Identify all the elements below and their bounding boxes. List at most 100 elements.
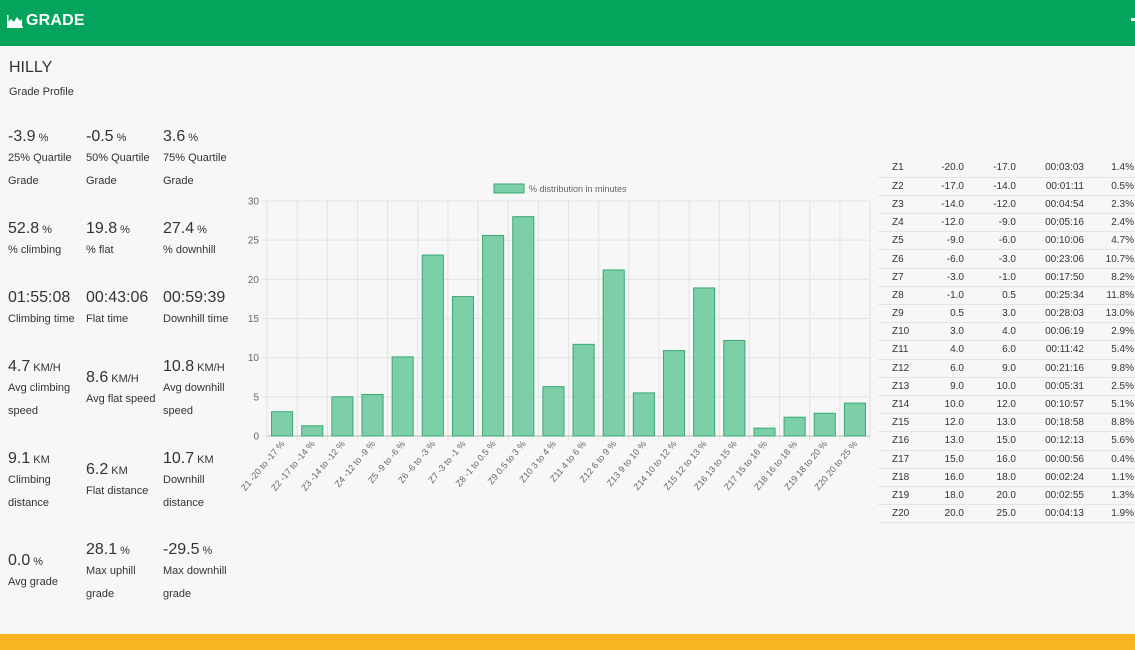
zone-time: 00:11:42 (1016, 340, 1084, 360)
stat-flat-time: 00:43:06 Flat time (86, 289, 166, 331)
zone-max-grade: 4.0 (964, 322, 1016, 342)
stat-value: 6.2 (86, 461, 109, 478)
zone-time: 00:12:13 (1016, 431, 1084, 451)
stat-value: -3.9 (8, 128, 36, 145)
zone-name: Z9 (878, 304, 924, 324)
stat-q25-grade: -3.9% 25% Quartile Grade (8, 128, 88, 192)
table-row: Z10 3.0 4.0 00:06:19 2.9% (878, 322, 1135, 342)
zone-time: 00:28:03 (1016, 304, 1084, 324)
table-row: Z8 -1.0 0.5 00:25:34 11.8% (878, 286, 1135, 306)
app-footer (0, 634, 1135, 650)
bar-2 (301, 425, 324, 437)
zone-min-grade: 4.0 (924, 340, 964, 360)
bar-5 (391, 356, 414, 437)
zone-max-grade: 0.5 (964, 286, 1016, 306)
zone-name: Z18 (878, 468, 924, 487)
zone-name: Z19 (878, 486, 924, 506)
bar-15 (693, 287, 716, 437)
zone-max-grade: 6.0 (964, 340, 1016, 360)
zone-percent: 0.5% (1084, 177, 1135, 196)
zone-percent: 10.7% (1084, 249, 1135, 269)
zone-percent: 4.7% (1084, 231, 1135, 251)
zone-max-grade: 3.0 (964, 304, 1016, 324)
stat-label: % flat (86, 244, 114, 256)
zone-time: 00:05:16 (1016, 213, 1084, 233)
legend-label: % distribution in minutes (529, 184, 627, 194)
zone-time: 00:10:06 (1016, 231, 1084, 251)
zone-time: 00:23:06 (1016, 249, 1084, 269)
bar-8 (482, 234, 505, 437)
stat-label: % climbing (8, 244, 62, 256)
zone-time: 00:00:56 (1016, 450, 1084, 469)
bar-20 (843, 402, 866, 437)
stat-unit: % (42, 224, 52, 236)
stat-label: Max uphill grade (86, 565, 136, 600)
stat-label: Max downhill grade (163, 565, 227, 600)
zone-max-grade: 9.0 (964, 359, 1016, 378)
zone-time: 00:06:19 (1016, 322, 1084, 342)
bar-12 (602, 269, 625, 437)
menu-toggle-icon[interactable] (1131, 18, 1135, 21)
stat-value: 4.7 (8, 358, 31, 375)
stat-value: -29.5 (163, 541, 200, 558)
zone-percent: 9.8% (1084, 359, 1135, 378)
zone-time: 00:02:55 (1016, 486, 1084, 506)
table-row: Z12 6.0 9.0 00:21:16 9.8% (878, 359, 1135, 378)
zone-name: Z1 (878, 159, 924, 178)
zone-name: Z8 (878, 286, 924, 306)
zone-name: Z14 (878, 395, 924, 415)
stat-unit: KM (33, 454, 50, 466)
zone-percent: 2.9% (1084, 322, 1135, 342)
stat-label: Avg flat speed (86, 393, 156, 405)
zone-time: 00:01:11 (1016, 177, 1084, 196)
zone-max-grade: 25.0 (964, 504, 1016, 524)
table-row: Z16 13.0 15.0 00:12:13 5.6% (878, 431, 1135, 451)
stat-max-uphill-grade: 28.1% Max uphill grade (86, 541, 166, 605)
bar-13 (632, 392, 655, 437)
stat-value: 52.8 (8, 220, 40, 237)
zone-name: Z2 (878, 177, 924, 196)
bar-1 (271, 411, 294, 437)
zone-min-grade: 12.0 (924, 413, 964, 433)
zone-max-grade: -3.0 (964, 249, 1016, 269)
table-row: Z17 15.0 16.0 00:00:56 0.4% (878, 450, 1135, 469)
zone-percent: 13.0% (1084, 304, 1135, 324)
stat-value: 00:43:06 (86, 289, 149, 306)
zone-max-grade: 18.0 (964, 468, 1016, 487)
zone-max-grade: 12.0 (964, 395, 1016, 415)
zone-max-grade: -12.0 (964, 195, 1016, 215)
bar-9 (512, 216, 535, 437)
zone-name: Z7 (878, 268, 924, 287)
zone-name: Z20 (878, 504, 924, 524)
zone-name: Z4 (878, 213, 924, 233)
area-chart-icon (7, 15, 23, 28)
zone-min-grade: -3.0 (924, 268, 964, 287)
zone-max-grade: 15.0 (964, 431, 1016, 451)
profile-subtitle: Grade Profile (9, 86, 74, 98)
zone-percent: 1.4% (1084, 159, 1135, 178)
y-tick-label: 0 (253, 432, 259, 443)
stat-value: 19.8 (86, 220, 118, 237)
stat-pct-climbing: 52.8% % climbing (8, 220, 88, 262)
zone-min-grade: -9.0 (924, 231, 964, 251)
zone-percent: 2.3% (1084, 195, 1135, 215)
zone-name: Z16 (878, 431, 924, 451)
stat-max-downhill-grade: -29.5% Max downhill grade (163, 541, 243, 605)
bar-18 (783, 416, 806, 437)
zone-name: Z6 (878, 249, 924, 269)
zone-min-grade: 16.0 (924, 468, 964, 487)
zone-percent: 2.5% (1084, 377, 1135, 396)
stat-flat-distance: 6.2 KM Flat distance (86, 461, 166, 503)
table-row: Z20 20.0 25.0 00:04:13 1.9% (878, 504, 1135, 524)
bar-10 (542, 386, 565, 437)
zone-min-grade: 15.0 (924, 450, 964, 469)
table-row: Z6 -6.0 -3.0 00:23:06 10.7% (878, 249, 1135, 269)
zone-time: 00:10:57 (1016, 395, 1084, 415)
stat-pct-flat: 19.8% % flat (86, 220, 166, 262)
stat-value: 01:55:08 (8, 289, 71, 306)
stat-label: 25% Quartile Grade (8, 152, 72, 187)
stat-unit: % (33, 556, 44, 568)
zone-percent: 2.4% (1084, 213, 1135, 233)
legend-swatch (493, 183, 525, 194)
